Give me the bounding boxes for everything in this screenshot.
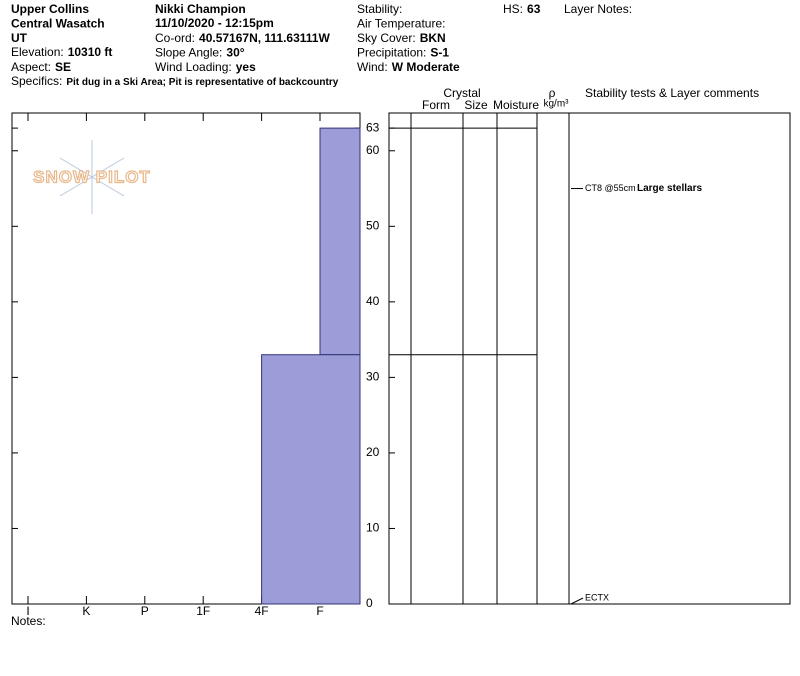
y-tick-label: 50 <box>366 218 380 232</box>
field-value: BKN <box>420 31 446 45</box>
field: HS: 63 <box>503 2 541 16</box>
layer-bar <box>319 127 361 356</box>
field-value: 63 <box>527 2 541 16</box>
field-label: Co-ord: <box>155 31 195 45</box>
notes: Notes: <box>11 614 46 628</box>
field-label: Wind Loading: <box>155 60 232 74</box>
y-tick-label: 30 <box>366 370 380 384</box>
y-tick-label: 40 <box>366 294 380 308</box>
layer-bar <box>261 354 361 605</box>
field-label: Sky Cover: <box>357 31 416 45</box>
x-tick-label: 4F <box>255 604 269 618</box>
field-value: 30° <box>226 46 244 60</box>
field-value: 40.57167N, 111.63111W <box>199 31 330 45</box>
field-value: 10310 ft <box>68 45 113 59</box>
field-label: Air Temperature: <box>357 17 445 31</box>
observer: Nikki Champion <box>155 2 246 16</box>
y-tick-label: 10 <box>366 521 380 535</box>
logo-flake <box>59 140 125 214</box>
column-header: kg/m³ <box>544 99 570 110</box>
field-label: Precipitation: <box>357 46 426 60</box>
field: Stability: <box>357 2 402 16</box>
field-value: W Moderate <box>392 60 460 74</box>
y-tick-label: 0 <box>366 596 373 610</box>
field: Specifics: Pit dug in a Ski Area; Pit is … <box>11 74 339 88</box>
field: Air Temperature: <box>357 17 445 31</box>
field-value: Pit dug in a Ski Area; Pit is representa… <box>66 77 338 88</box>
y-tick-label: 60 <box>366 143 380 157</box>
field-label: Aspect: <box>11 60 51 74</box>
field: Precipitation: S-1 <box>357 46 449 60</box>
column-header: Stability tests & Layer comments <box>585 86 759 100</box>
field-label: Stability: <box>357 2 402 16</box>
field-label: Specifics: <box>11 74 62 88</box>
column-header: Form <box>422 98 450 112</box>
x-tick-label: I <box>26 604 29 618</box>
y-tick-label: 20 <box>366 445 380 459</box>
column-header: Moisture <box>493 98 539 112</box>
field: Co-ord: 40.57167N, 111.63111W <box>155 31 330 45</box>
field: Wind: W Moderate <box>357 60 460 74</box>
logo: SNOW PILOT <box>33 167 151 186</box>
y-tick-label: 63 <box>366 120 380 134</box>
location: Upper Collins <box>11 2 89 16</box>
field-label: Elevation: <box>11 45 64 59</box>
test-comment: Large stellars <box>637 183 702 194</box>
field: Sky Cover: BKN <box>357 31 446 45</box>
x-tick-label: 1F <box>196 604 210 618</box>
field-label: Wind: <box>357 60 388 74</box>
location: Central Wasatch <box>11 17 105 31</box>
x-tick-label: K <box>82 604 90 618</box>
field-value: SE <box>55 60 71 74</box>
column-header: Size <box>464 98 488 112</box>
column-header: ρ <box>549 86 556 100</box>
column-header: Crystal <box>443 86 480 100</box>
field: Elevation: 10310 ft <box>11 45 112 59</box>
field: Wind Loading: yes <box>155 60 256 74</box>
test-label: ECTX <box>585 592 609 602</box>
x-tick-label: P <box>141 604 149 618</box>
datetime: 11/10/2020 - 12:15pm <box>155 16 274 30</box>
x-tick-label: F <box>316 604 323 618</box>
field: Aspect: SE <box>11 60 71 74</box>
location: UT <box>11 31 28 45</box>
table-columns <box>410 113 570 604</box>
field-value: S-1 <box>430 46 449 60</box>
field-label: HS: <box>503 2 523 16</box>
test-label: CT8 @55cm <box>585 183 636 193</box>
table-frame <box>388 112 791 605</box>
field: Slope Angle: 30° <box>155 46 245 60</box>
field-label: Slope Angle: <box>155 46 222 60</box>
layer-notes: Layer Notes: <box>564 2 632 16</box>
field-value: yes <box>236 60 256 74</box>
test-arrow <box>570 597 584 605</box>
